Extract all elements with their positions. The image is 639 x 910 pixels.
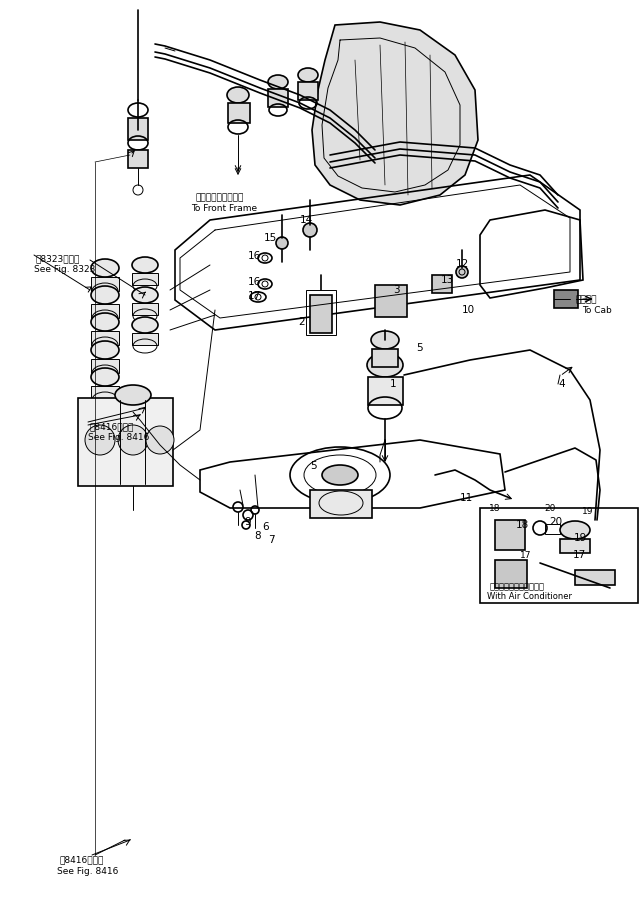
Bar bbox=[368, 377, 403, 405]
Text: See Fig. 8416: See Fig. 8416 bbox=[88, 433, 150, 442]
Text: To Front Frame: To Front Frame bbox=[191, 204, 257, 213]
Ellipse shape bbox=[560, 521, 590, 539]
Text: 12: 12 bbox=[456, 259, 469, 269]
Bar bbox=[132, 273, 158, 285]
Circle shape bbox=[146, 426, 174, 454]
Text: 1: 1 bbox=[390, 379, 397, 389]
Bar bbox=[268, 89, 288, 107]
Ellipse shape bbox=[91, 341, 119, 359]
Text: 15: 15 bbox=[264, 233, 277, 243]
Ellipse shape bbox=[91, 286, 119, 304]
Ellipse shape bbox=[322, 465, 358, 485]
Text: See Fig. 8416: See Fig. 8416 bbox=[57, 867, 118, 876]
Text: 7: 7 bbox=[268, 535, 275, 545]
Text: 10: 10 bbox=[462, 305, 475, 315]
Polygon shape bbox=[312, 22, 478, 205]
Text: 20: 20 bbox=[549, 517, 562, 527]
Text: 第8323図参照: 第8323図参照 bbox=[36, 254, 81, 263]
Text: 16: 16 bbox=[248, 277, 261, 287]
Bar bbox=[91, 304, 119, 318]
Bar bbox=[554, 290, 578, 308]
Text: 第8416図参照: 第8416図参照 bbox=[90, 422, 134, 431]
Bar bbox=[480, 508, 638, 603]
Bar bbox=[128, 150, 148, 168]
Ellipse shape bbox=[268, 75, 288, 89]
Text: To Cab: To Cab bbox=[582, 306, 612, 315]
Text: 18: 18 bbox=[489, 504, 501, 513]
Bar bbox=[128, 118, 148, 140]
Bar bbox=[91, 277, 119, 291]
Circle shape bbox=[118, 425, 148, 455]
Text: 17: 17 bbox=[248, 291, 261, 301]
Bar bbox=[575, 570, 615, 585]
Text: 14: 14 bbox=[300, 215, 313, 225]
Text: 18: 18 bbox=[516, 520, 529, 530]
Bar bbox=[495, 520, 525, 550]
Circle shape bbox=[456, 266, 468, 278]
Text: フロントフレームへ: フロントフレームへ bbox=[196, 193, 244, 202]
Text: 4: 4 bbox=[558, 379, 565, 389]
Text: 11: 11 bbox=[460, 493, 473, 503]
Ellipse shape bbox=[227, 87, 249, 103]
Bar bbox=[495, 560, 527, 588]
Bar bbox=[372, 349, 398, 367]
Ellipse shape bbox=[91, 313, 119, 331]
Bar bbox=[545, 524, 560, 534]
Bar bbox=[560, 539, 590, 553]
Text: 第8416図参照: 第8416図参照 bbox=[60, 855, 104, 864]
Text: 3: 3 bbox=[393, 285, 399, 295]
Bar bbox=[298, 82, 318, 100]
Bar bbox=[132, 333, 158, 345]
Text: 6: 6 bbox=[262, 522, 268, 532]
Bar bbox=[306, 290, 336, 335]
Bar bbox=[91, 359, 119, 373]
Ellipse shape bbox=[367, 353, 403, 377]
Text: 13: 13 bbox=[441, 275, 454, 285]
Circle shape bbox=[276, 237, 288, 249]
Text: 20: 20 bbox=[544, 504, 556, 513]
Bar bbox=[132, 303, 158, 315]
Ellipse shape bbox=[371, 331, 399, 349]
Bar bbox=[91, 331, 119, 345]
Ellipse shape bbox=[298, 68, 318, 82]
Text: 2: 2 bbox=[298, 317, 305, 327]
Bar bbox=[78, 398, 173, 486]
Bar bbox=[375, 285, 407, 317]
Bar bbox=[91, 386, 119, 400]
Text: 17: 17 bbox=[573, 550, 586, 560]
Text: 8: 8 bbox=[254, 531, 261, 541]
Bar bbox=[228, 103, 250, 123]
Text: 5: 5 bbox=[310, 461, 317, 471]
Ellipse shape bbox=[132, 257, 158, 273]
Bar bbox=[310, 490, 372, 518]
Bar bbox=[432, 275, 452, 293]
Ellipse shape bbox=[91, 368, 119, 386]
Circle shape bbox=[303, 223, 317, 237]
Text: 17: 17 bbox=[520, 551, 532, 560]
Text: 9: 9 bbox=[244, 517, 250, 527]
Text: 19: 19 bbox=[574, 533, 587, 543]
Text: エアーコンディショナ付: エアーコンディショナ付 bbox=[490, 582, 545, 591]
Ellipse shape bbox=[132, 287, 158, 303]
Text: キャブへ: キャブへ bbox=[576, 295, 597, 304]
Text: With Air Conditioner: With Air Conditioner bbox=[487, 592, 572, 601]
Ellipse shape bbox=[132, 317, 158, 333]
Ellipse shape bbox=[115, 385, 151, 405]
Text: See Fig. 8323: See Fig. 8323 bbox=[34, 265, 95, 274]
Bar bbox=[310, 295, 332, 333]
Circle shape bbox=[85, 425, 115, 455]
Text: 5: 5 bbox=[416, 343, 422, 353]
Text: 16: 16 bbox=[248, 251, 261, 261]
Ellipse shape bbox=[91, 259, 119, 277]
Text: 19: 19 bbox=[582, 507, 594, 516]
